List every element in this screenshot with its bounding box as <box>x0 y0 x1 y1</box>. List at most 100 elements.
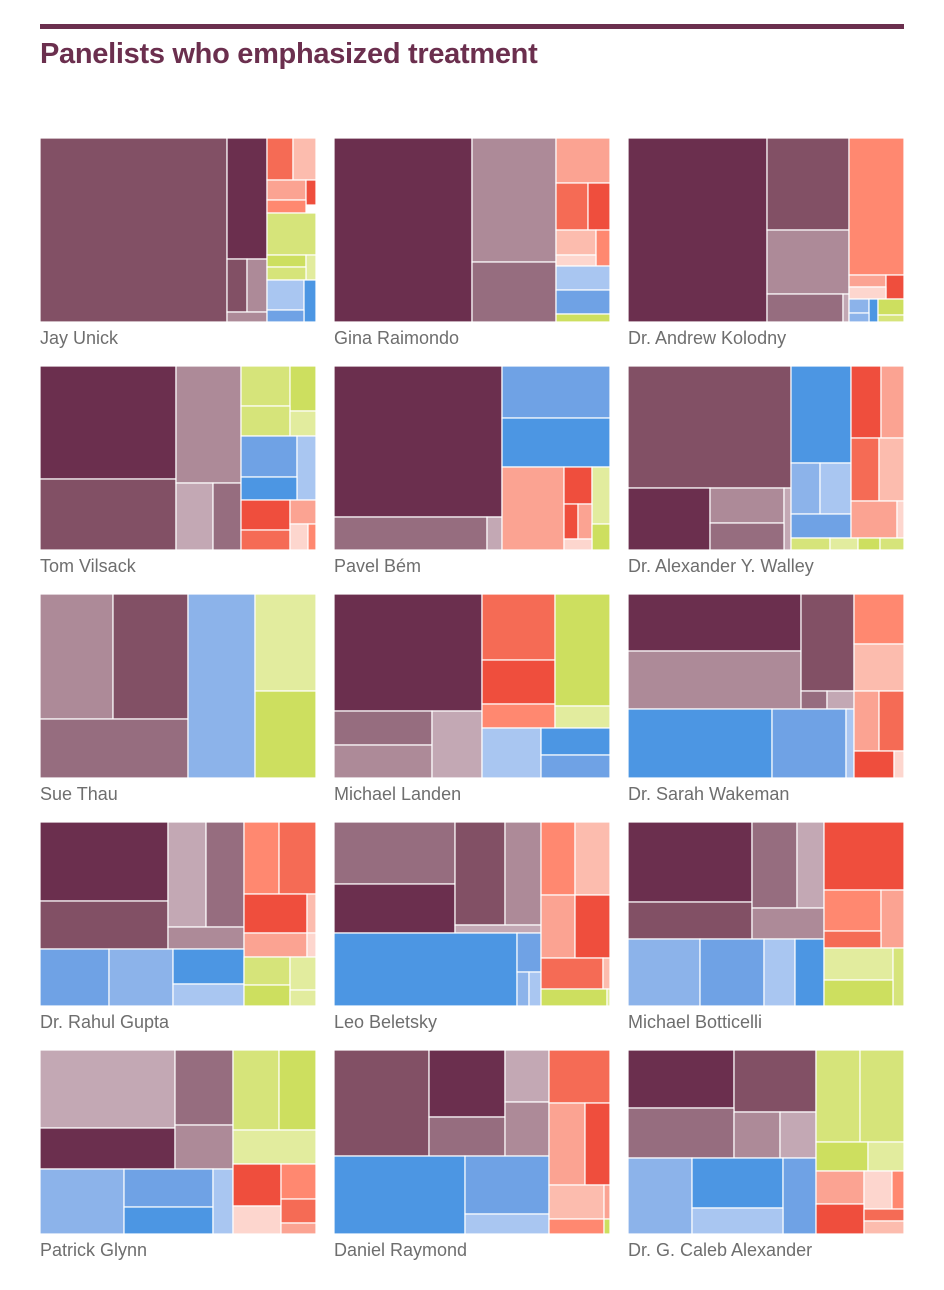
treemap-cell-blue <box>868 298 879 322</box>
treemap-cell-red <box>306 893 316 934</box>
treemap-cell-red <box>603 1184 610 1220</box>
treemap-cell-blue <box>40 948 110 1006</box>
treemap-panel: Leo Beletsky <box>334 822 610 1033</box>
treemap-cell-blue <box>628 708 773 778</box>
treemap-cell-red <box>540 894 576 959</box>
treemap-cell-purple <box>471 138 557 263</box>
treemap-cell-green <box>254 594 316 692</box>
treemap-cell-green <box>554 705 610 729</box>
panelist-name: Pavel Bém <box>334 556 422 576</box>
treemap-cell-red <box>292 138 316 181</box>
treemap-cell-green <box>815 1050 861 1143</box>
treemap-cell-red <box>815 1203 865 1234</box>
treemap-cell-green <box>232 1050 280 1131</box>
panelist-name: Michael Landen <box>334 784 462 804</box>
treemap-cell-red <box>243 932 308 958</box>
treemap-cell-red <box>280 1222 316 1234</box>
treemap-cell-purple <box>205 822 245 928</box>
treemap-cell-blue <box>782 1157 817 1234</box>
treemap-cell-blue <box>691 1207 784 1234</box>
treemap-cell-purple <box>175 482 214 550</box>
treemap-cell-purple <box>796 822 825 909</box>
panelist-name: Dr. Rahul Gupta <box>40 1012 170 1032</box>
treemap-cell-purple <box>334 594 483 712</box>
treemap-cell-purple <box>167 822 207 928</box>
treemap-cell-blue <box>240 435 298 478</box>
treemap-cell-blue <box>501 417 610 468</box>
treemap-cell-purple <box>40 900 169 950</box>
panelist-name: Tom Vilsack <box>40 556 136 576</box>
treemap-cell-blue <box>790 366 852 464</box>
treemap-cell-green <box>591 466 610 525</box>
treemap-cell-green <box>606 988 610 1006</box>
treemap-cell-red <box>584 1102 610 1186</box>
treemap-cell-purple <box>709 487 785 524</box>
treemap-cell-green <box>591 523 610 550</box>
treemap-cell-red <box>823 822 904 891</box>
title-rule <box>40 24 904 29</box>
treemap-cell-purple <box>40 1050 176 1129</box>
treemap-cell-red <box>848 138 904 276</box>
treemap-cell-red <box>555 182 589 231</box>
treemap-cell-red <box>232 1205 282 1234</box>
treemap-cell-purple <box>167 926 245 950</box>
treemap-cell-red <box>815 1170 865 1205</box>
treemap-cell-purple <box>454 822 506 926</box>
treemap <box>334 594 610 778</box>
treemap-panel: Gina Raimondo <box>334 138 610 349</box>
treemap-cell-red <box>266 199 307 214</box>
treemap-cell-red <box>563 503 579 540</box>
treemap-cell-red <box>305 179 316 206</box>
treemap-cell-red <box>850 437 880 502</box>
treemap-cell-blue <box>123 1168 214 1208</box>
panelist-name: Jay Unick <box>40 328 119 348</box>
treemap-cell-red <box>850 366 882 439</box>
treemap-cell-red <box>289 523 309 550</box>
treemap-cell-red <box>863 1170 893 1210</box>
treemap <box>334 1050 610 1234</box>
treemap-cell-red <box>306 932 316 958</box>
panelist-name: Dr. Alexander Y. Walley <box>628 556 814 576</box>
treemap-cell-red <box>548 1184 605 1220</box>
treemap-cell-blue <box>845 708 855 778</box>
treemap-cell-purple <box>800 690 828 710</box>
treemap-cell-red <box>481 703 556 729</box>
panelist-name: Michael Botticelli <box>628 1012 763 1032</box>
treemap-cell-red <box>481 594 556 661</box>
treemap-cell-blue <box>464 1155 550 1215</box>
treemap-cell-green <box>240 366 291 407</box>
treemap-cell-purple <box>40 594 114 720</box>
treemap-cell-purple <box>628 487 711 550</box>
treemap-cell-purple <box>733 1050 817 1113</box>
treemap-cell-green <box>829 537 859 550</box>
treemap-cell-blue <box>172 948 245 985</box>
treemap-cell-red <box>823 889 882 932</box>
treemap <box>628 822 904 1006</box>
treemap-cell-purple <box>766 293 844 322</box>
treemap-cell-blue <box>790 462 821 515</box>
treemap-panel: Dr. Alexander Y. Walley <box>628 366 904 577</box>
chart-title: Panelists who emphasized treatment <box>40 38 538 70</box>
treemap-panel: Daniel Raymond <box>334 1050 610 1261</box>
treemap-cell-green <box>859 1050 904 1143</box>
treemap-cell-green <box>554 594 610 707</box>
treemap-cell-purple <box>628 822 753 903</box>
treemap-cell-blue <box>628 938 701 1006</box>
treemap-cell-purple <box>751 822 798 909</box>
treemap-cell-blue <box>516 971 530 1006</box>
treemap-cell-red <box>848 286 887 300</box>
treemap-cell-green <box>243 984 291 1006</box>
treemap-cell-green <box>603 1218 610 1234</box>
treemap <box>40 594 316 778</box>
treemap-panel: Dr. Rahul Gupta <box>40 822 316 1033</box>
treemap-cell-purple <box>40 138 228 322</box>
treemap-cell-green <box>278 1050 316 1131</box>
treemap-cell-red <box>577 503 593 540</box>
treemap-cell-purple <box>504 1050 550 1103</box>
treemap-cell-purple <box>628 138 768 322</box>
treemap-cell-purple <box>628 901 753 940</box>
treemap-panel: Dr. Andrew Kolodny <box>628 138 904 349</box>
treemap-cell-purple <box>486 516 503 550</box>
treemap-cell-blue <box>266 279 305 311</box>
treemap-cell-purple <box>628 366 792 489</box>
